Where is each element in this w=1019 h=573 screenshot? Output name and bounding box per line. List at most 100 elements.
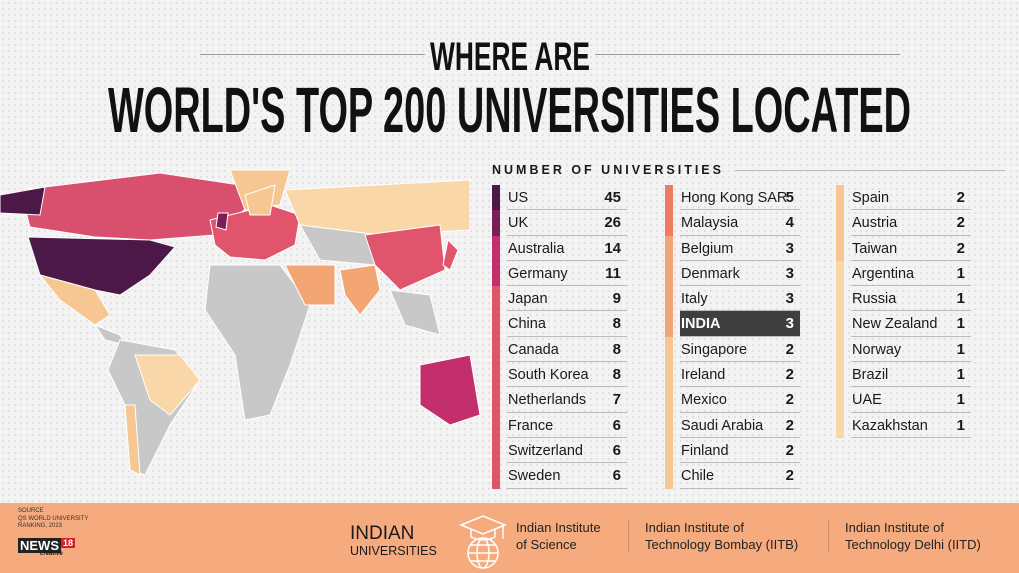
color-bar: [665, 336, 673, 363]
logo-tag: creative: [40, 551, 63, 557]
source-note: SOURCE QS WORLD UNIVERSITY RANKING, 2023: [18, 508, 88, 531]
university-count: 1: [956, 290, 965, 308]
title-rule-left: [200, 54, 425, 55]
country-name: Hong Kong SAR: [681, 190, 788, 206]
color-bar: [836, 336, 844, 363]
table-row: Argentina 1: [836, 260, 971, 287]
indian-universities-label: INDIAN UNIVERSITIES: [350, 524, 437, 558]
country-name: INDIA: [681, 316, 721, 333]
title-line1: WHERE ARE: [430, 35, 590, 76]
title-line2-text: WORLD'S TOP 200 UNIVERSITIES LOCATED: [108, 76, 911, 138]
university-count: 26: [604, 214, 621, 232]
university-count: 2: [785, 416, 794, 434]
table-title: NUMBER OF UNIVERSITIES: [492, 163, 724, 177]
university-count: 3: [785, 264, 794, 282]
color-bar: [492, 463, 500, 489]
country-name: Norway: [852, 341, 902, 358]
color-bar: [492, 185, 500, 211]
university-count: 1: [956, 315, 965, 333]
map-mexico: [38, 274, 111, 326]
table-column-1: US 45 UK 26 Australia 14 Germany 11 Japan 9 China 8…: [492, 185, 627, 489]
country-name: Saudi Arabia: [681, 417, 764, 434]
university-count: 3: [785, 290, 794, 308]
country-name: Germany: [508, 265, 568, 282]
university-count: 1: [956, 391, 965, 409]
university-count: 14: [604, 239, 621, 257]
table-row: Austria 2: [836, 210, 971, 236]
country-name: Argentina: [852, 265, 915, 282]
map-se-asia: [389, 289, 441, 336]
map-brazil: [134, 354, 201, 416]
institute-line2: Technology Bombay (IITB): [645, 537, 799, 552]
logo-number: 18: [61, 538, 76, 548]
table-row: Hong Kong SAR 5: [665, 185, 800, 211]
institute-line2: Technology Delhi (IITD): [845, 537, 981, 552]
table-row: China 8: [492, 311, 627, 337]
country-name: New Zealand: [852, 316, 938, 333]
table-row: Finland 2: [665, 437, 800, 464]
color-bar: [492, 210, 500, 236]
table-row: UK 26: [492, 210, 627, 236]
institute-line1: Indian Institute of: [845, 520, 945, 535]
institute-line2: of Science: [516, 537, 577, 552]
university-count: 6: [612, 467, 621, 485]
table-column-2: Hong Kong SAR 5 Malaysia 4 Belgium 3 Denmark 3 I…: [665, 185, 800, 489]
map-uk: [215, 212, 229, 231]
university-count: 3: [785, 239, 794, 257]
table-row: Belgium 3: [665, 235, 800, 261]
indian-label-line1: INDIAN: [350, 523, 415, 544]
university-count: 1: [956, 340, 965, 358]
country-name: Singapore: [681, 341, 748, 358]
source-label: SOURCE: [18, 508, 44, 514]
table-row: Italy 3: [665, 286, 800, 312]
country-name: Malaysia: [681, 215, 739, 232]
country-name: Brazil: [852, 367, 889, 384]
institute-iitd: Indian Institute of Technology Delhi (IIT…: [845, 519, 981, 553]
color-bar: [492, 362, 500, 388]
table-row: Chile 2: [665, 463, 800, 489]
color-bar: [665, 362, 673, 388]
country-name: China: [508, 316, 546, 333]
color-bar: [836, 362, 844, 388]
color-bar: [492, 437, 500, 464]
map-europe: [209, 204, 301, 261]
color-bar: [665, 260, 673, 287]
table-row: INDIA 3: [665, 311, 800, 337]
university-count: 45: [604, 189, 621, 206]
country-name: US: [508, 190, 529, 206]
country-name: South Korea: [508, 367, 589, 384]
country-name: Taiwan: [852, 240, 898, 257]
table-row: Netherlands 7: [492, 387, 627, 413]
color-bar: [492, 260, 500, 287]
country-name: Italy: [681, 291, 708, 308]
table-row: Malaysia 4: [665, 210, 800, 236]
university-count: 1: [956, 264, 965, 282]
country-name: Denmark: [681, 265, 740, 282]
table-row: Brazil 1: [836, 362, 971, 388]
table-row: Switzerland 6: [492, 437, 627, 464]
country-name: Sweden: [508, 468, 561, 485]
color-bar: [836, 260, 844, 287]
color-bar: [492, 412, 500, 438]
map-africa: [204, 264, 311, 421]
university-count: 3: [785, 315, 794, 333]
color-bar: [836, 286, 844, 312]
color-bar: [492, 387, 500, 413]
divider: [828, 520, 829, 552]
color-bar: [836, 311, 844, 337]
color-bar: [492, 336, 500, 363]
table-row: UAE 1: [836, 387, 971, 413]
color-bar: [665, 387, 673, 413]
color-bar: [492, 235, 500, 261]
divider: [628, 520, 629, 552]
country-name: UAE: [852, 392, 882, 409]
color-bar: [665, 210, 673, 236]
table-row: South Korea 8: [492, 362, 627, 388]
university-count: 2: [785, 467, 794, 485]
table-title-rule: [735, 170, 1005, 171]
table-row: Denmark 3: [665, 260, 800, 287]
color-bar: [665, 185, 673, 211]
country-name: Austria: [852, 215, 898, 232]
table-row: France 6: [492, 412, 627, 438]
table-column-3: Spain 2 Austria 2 Taiwan 2 Argentina 1 Russia 1 Ne…: [836, 185, 971, 438]
